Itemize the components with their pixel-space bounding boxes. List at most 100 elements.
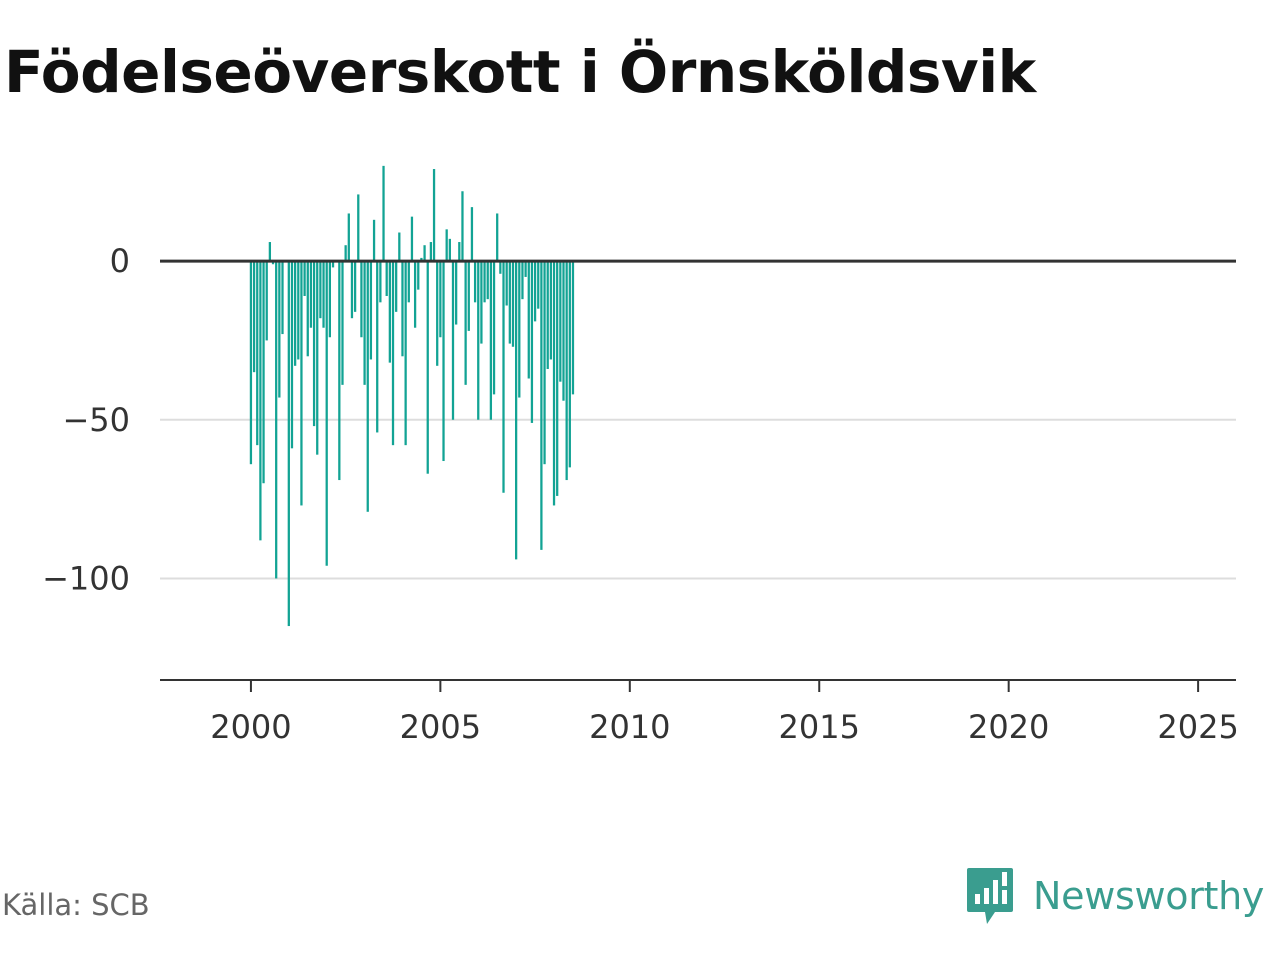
bar [395, 261, 398, 312]
bar [297, 261, 300, 360]
bar [420, 257, 423, 262]
chart-title: Födelseöverskott i Örnsköldsvik [4, 38, 1036, 106]
bar [256, 261, 259, 446]
bar [480, 261, 483, 344]
bar [515, 261, 518, 560]
bar [271, 261, 275, 265]
bar [398, 232, 401, 262]
bar [470, 207, 474, 262]
bar [372, 219, 376, 262]
bar [533, 261, 537, 322]
bars [249, 165, 575, 627]
bar [426, 261, 429, 474]
bar [432, 169, 436, 262]
bar [319, 261, 322, 319]
bar [549, 261, 553, 360]
bar [300, 261, 303, 506]
bar [511, 261, 515, 347]
bar [391, 261, 395, 446]
bar [473, 261, 477, 303]
bar [344, 245, 347, 262]
bar [262, 261, 265, 484]
bar [442, 261, 445, 462]
newsworthy-logo-icon [967, 868, 1013, 924]
bar [268, 242, 272, 262]
x-tick-label: 2025 [1157, 708, 1238, 746]
bar [543, 261, 546, 465]
bar [413, 261, 417, 328]
bar [312, 261, 316, 427]
bar [562, 261, 565, 401]
bar [571, 261, 575, 395]
grid-lines [160, 418, 1236, 580]
bar [417, 261, 420, 290]
bar [477, 261, 480, 420]
x-tick-label: 2015 [779, 708, 860, 746]
bar [439, 261, 442, 338]
bar [379, 261, 382, 303]
brand-logo[interactable]: Newsworthy [965, 866, 1264, 926]
source-note: Källa: SCB [2, 888, 150, 922]
axes [160, 259, 1236, 692]
bar [429, 242, 433, 262]
bar [492, 261, 496, 395]
bar [537, 261, 540, 309]
bar [445, 229, 448, 262]
bar [404, 261, 407, 446]
bar [401, 261, 404, 357]
bar [518, 261, 521, 398]
tick-labels: 0 −50 −100 2000 2005 2010 2015 2020 2025 [42, 242, 1239, 746]
bar [483, 261, 486, 303]
bar [388, 261, 391, 363]
bar [499, 261, 502, 274]
x-tick-label: 2020 [968, 708, 1049, 746]
bar [407, 261, 410, 303]
bar [249, 261, 253, 465]
bar [363, 261, 366, 385]
bar [331, 261, 335, 268]
bar [341, 261, 344, 385]
bar [486, 261, 489, 300]
x-tick-label: 2005 [400, 708, 481, 746]
bar [338, 261, 341, 481]
bar [357, 194, 360, 262]
bar [565, 261, 568, 481]
x-tick-label: 2010 [589, 708, 670, 746]
bar [530, 261, 534, 423]
bar [265, 261, 268, 341]
bar [306, 261, 309, 357]
bar [546, 261, 549, 369]
bar [451, 261, 455, 420]
x-tick-label: 2000 [210, 708, 291, 746]
bar [496, 213, 499, 262]
bar [328, 261, 331, 338]
bar [527, 261, 530, 379]
bar [502, 261, 505, 493]
bar [353, 261, 357, 312]
bar [436, 261, 439, 366]
bar [252, 261, 256, 373]
bar [568, 261, 571, 468]
bar [448, 238, 451, 262]
bar [505, 261, 508, 306]
brand-name: Newsworthy [1033, 874, 1265, 918]
bar [360, 261, 363, 338]
bar [467, 261, 470, 331]
bar [540, 261, 543, 550]
bar [287, 261, 290, 627]
bar [385, 261, 388, 296]
bar [347, 213, 350, 262]
bar [559, 261, 562, 382]
bar [309, 261, 313, 328]
bar [316, 261, 319, 455]
bar [521, 261, 524, 300]
bar [293, 261, 297, 366]
bar [325, 261, 328, 566]
bar [382, 165, 385, 262]
bar [508, 261, 511, 344]
y-tick-label: 0 [110, 242, 130, 280]
bar [369, 261, 373, 360]
bar [281, 261, 284, 335]
bar [556, 261, 559, 496]
